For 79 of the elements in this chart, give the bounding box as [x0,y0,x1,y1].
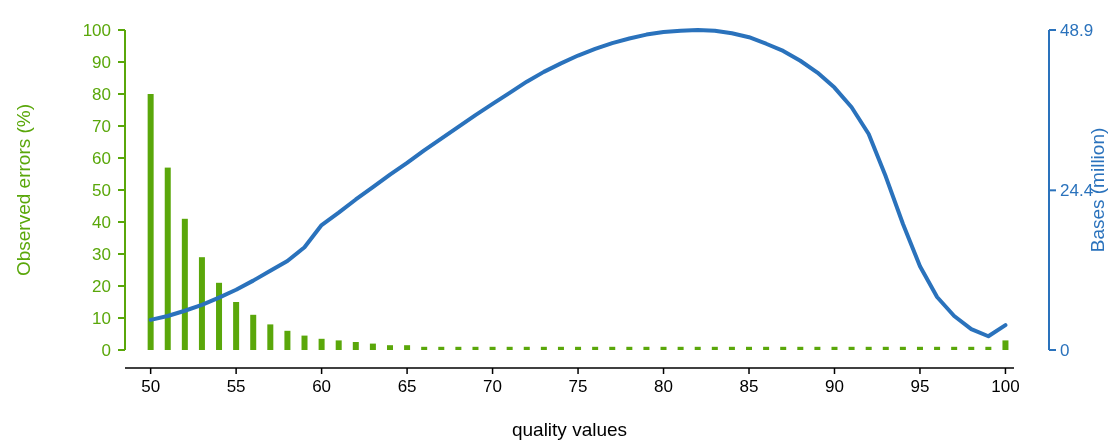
bar [335,340,342,350]
bar [489,346,496,350]
x-tick-label: 70 [483,377,503,396]
bar [557,346,564,350]
bar [865,346,872,350]
y-axis-title: Observed errors (%) [13,103,34,277]
y-tick-label: 60 [92,148,111,168]
bar [284,330,291,350]
y2-tick-label: 48.9 [1060,20,1094,40]
bar [814,346,821,350]
bar [540,346,547,350]
bar [780,346,787,350]
bar [181,218,188,350]
y-tick-label: 30 [92,244,111,264]
bar [677,346,684,350]
bar [523,346,530,350]
bar [694,346,701,350]
bar [609,346,616,350]
line-series [148,28,1008,339]
x-tick-label: 85 [739,377,759,396]
x-tick-label: 75 [568,377,588,396]
bar [233,302,240,350]
x-tick-label: 95 [910,377,930,396]
bar [643,346,650,350]
bar [1002,340,1009,350]
x-tick-label: 60 [312,377,332,396]
bar [472,346,479,350]
y-tick-label: 100 [82,20,111,40]
y2-tick-label: 0 [1060,340,1070,360]
bar [728,346,735,350]
y-tick-label: 40 [92,212,111,232]
y2-tick-label: 24.4 [1060,181,1094,201]
bar [147,94,154,350]
x-tick-label: 80 [654,377,673,396]
bar [438,346,445,350]
bar [592,346,599,350]
y-tick-label: 20 [92,276,111,296]
bar [882,346,889,350]
bar [404,345,411,350]
bar [968,346,975,350]
y-tick-label: 80 [92,84,111,104]
y-tick-label: 0 [101,340,111,360]
bar [660,346,667,350]
bar [797,346,804,350]
bar [506,346,513,350]
x-axis-title: quality values [511,419,628,440]
bar [575,346,582,350]
bar [352,342,359,350]
bar [934,346,941,350]
bar [216,282,223,350]
bar [626,346,633,350]
bar [421,346,428,350]
bar [763,346,770,350]
bar [711,346,718,350]
x-tick-label: 50 [141,377,161,396]
x-tick-label: 90 [825,377,844,396]
bar [831,346,838,350]
x-tick-label: 65 [397,377,417,396]
bar [318,338,325,350]
x-tick-label: 55 [226,377,246,396]
y-tick-label: 10 [92,308,111,328]
bar [198,257,205,350]
y-tick-label: 90 [92,52,111,72]
bar [369,343,376,350]
bar [899,346,906,350]
y-tick-label: 50 [92,180,111,200]
bar [164,167,171,350]
bar [455,346,462,350]
bar [985,346,992,350]
bar [301,335,308,350]
y-tick-label: 70 [92,116,111,136]
bar [848,346,855,350]
bar [267,324,274,350]
x-tick-label: 100 [991,377,1020,396]
bar [746,346,753,350]
bar [386,345,393,350]
bar [916,346,923,350]
bar [951,346,958,350]
bar [250,314,257,350]
